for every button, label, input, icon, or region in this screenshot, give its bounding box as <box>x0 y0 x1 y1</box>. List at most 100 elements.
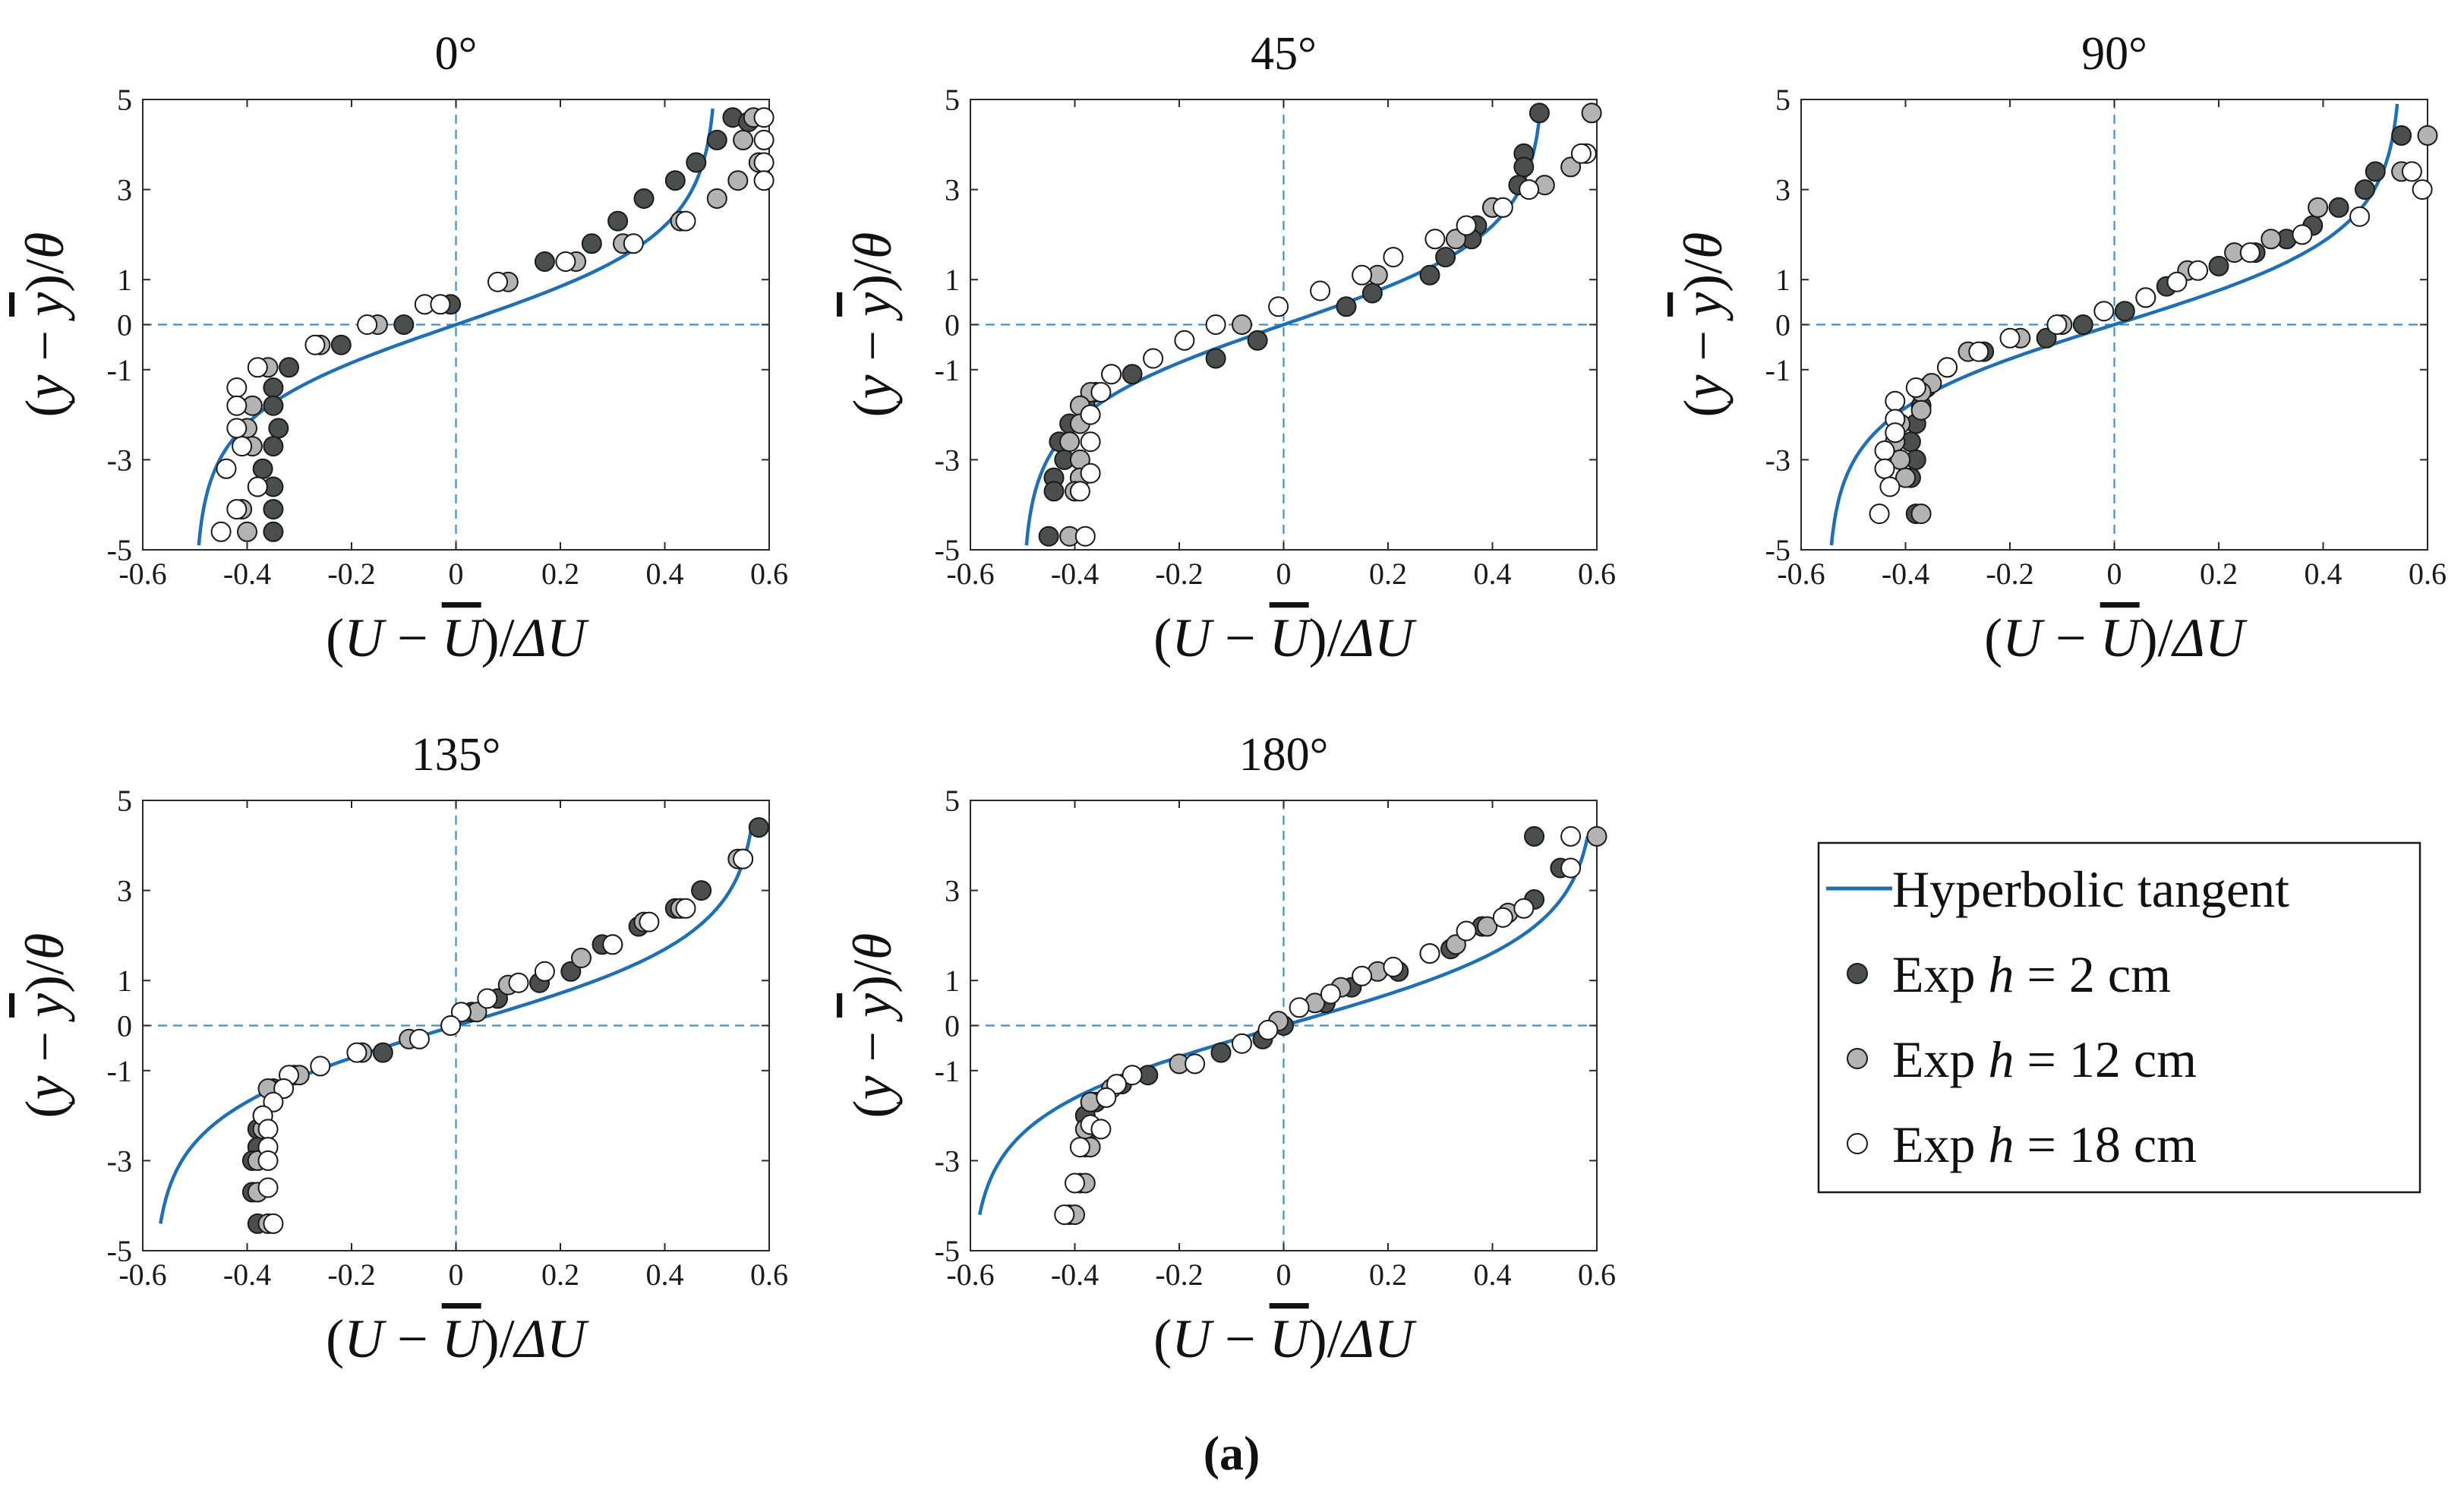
x-tick-label: -0.4 <box>1051 1258 1099 1292</box>
x-axis-label-part: ( <box>1153 1308 1172 1369</box>
y-tick-label: 0 <box>945 1009 960 1043</box>
x-axis-label-part: ΔU <box>1340 608 1417 668</box>
x-axis-label-part: − <box>1211 1308 1270 1369</box>
x-tick-label: 0.6 <box>2409 557 2447 591</box>
y-axis-label-part: )/ <box>842 259 903 292</box>
data-point <box>560 961 582 982</box>
data-point <box>330 334 352 355</box>
data-point <box>226 418 248 439</box>
data-point <box>1519 179 1540 200</box>
legend-label: Exp h = 2 cm <box>1892 945 2171 1003</box>
data-point <box>2208 255 2229 276</box>
x-tick-label: 0.6 <box>1578 1258 1616 1292</box>
legend-label-suffix: = 2 cm <box>2014 945 2171 1003</box>
data-point <box>237 521 257 542</box>
x-axis-label-part: − <box>2042 608 2100 668</box>
data-point <box>2239 242 2261 264</box>
data-point <box>1054 1204 1075 1226</box>
legend-label-suffix: = 18 cm <box>2014 1116 2197 1173</box>
y-axis-label-part: − <box>842 1018 903 1076</box>
data-point <box>753 170 775 191</box>
x-axis-label-part: ΔU <box>2171 608 2248 668</box>
data-point <box>1080 431 1101 453</box>
y-tick-label: 5 <box>945 784 960 818</box>
data-point <box>1968 341 1989 362</box>
y-tick-label: -1 <box>107 1054 132 1088</box>
y-axis-label-part: θ <box>14 933 75 960</box>
x-tick-label: 0.2 <box>541 1258 579 1292</box>
data-point <box>372 1042 393 1063</box>
data-point <box>1090 1119 1112 1140</box>
y-axis-label-part: θ <box>842 232 903 259</box>
y-axis-label-part: )/ <box>842 960 903 993</box>
x-tick-label: -0.2 <box>327 1258 375 1292</box>
data-point <box>2417 125 2438 146</box>
x-axis-label-part: U <box>1270 608 1312 668</box>
data-point <box>263 499 284 520</box>
data-point <box>263 521 284 542</box>
data-point <box>1247 330 1268 351</box>
y-axis-label-part: )/ <box>14 960 75 993</box>
x-tick-label: 0.6 <box>750 1258 788 1292</box>
y-axis-label: (y − y)/θ <box>14 232 75 418</box>
data-point <box>2412 179 2433 200</box>
data-point <box>1874 458 1895 479</box>
data-point <box>1445 229 1466 250</box>
data-point <box>602 934 623 955</box>
x-axis-label-part: U <box>344 1308 386 1369</box>
chart-panel: 45° -0.6 -0.4 -0.2 0 0.2 0.4 0.6 -5 -3 -1 0 1 3 5 (U − … <box>842 28 1616 668</box>
data-point <box>450 1002 472 1023</box>
data-point <box>534 251 555 272</box>
y-tick-label: 1 <box>945 964 960 998</box>
y-axis-label-part: θ <box>842 933 903 960</box>
y-tick-label: 0 <box>117 308 132 342</box>
y-axis-label-part: )/ <box>1673 259 1734 292</box>
data-point <box>1174 330 1195 351</box>
data-point <box>1210 1042 1232 1063</box>
data-point <box>623 233 644 254</box>
x-axis-label-part: U <box>2002 608 2045 668</box>
data-point <box>675 898 696 919</box>
x-axis-label-part: )/ <box>481 608 515 668</box>
x-axis-label-part: − <box>383 608 442 668</box>
data-point <box>1581 103 1602 124</box>
data-point <box>257 1119 279 1140</box>
data-point <box>304 334 326 355</box>
y-axis-label-part: y <box>1673 292 1734 322</box>
data-point <box>1513 898 1535 919</box>
data-point <box>1038 525 1059 547</box>
x-tick-label: 0.4 <box>646 557 684 591</box>
legend-label-prefix: Exp <box>1892 1030 1989 1088</box>
legend-label-suffix: = 12 cm <box>2014 1030 2197 1088</box>
x-tick-label: 0 <box>449 557 464 591</box>
y-tick-label: 1 <box>117 964 132 998</box>
y-tick-label: -3 <box>107 443 132 477</box>
data-point <box>487 271 508 292</box>
data-point <box>1570 143 1592 164</box>
y-tick-label: 5 <box>1775 83 1790 117</box>
y-tick-label: -5 <box>107 1234 132 1268</box>
x-axis-label-part: ( <box>1984 608 2002 668</box>
data-point <box>727 170 749 191</box>
data-point <box>409 1028 430 1049</box>
legend-label-var: h <box>1989 945 2014 1003</box>
x-axis-label-part: ΔU <box>1340 1308 1417 1369</box>
data-point <box>226 395 248 416</box>
y-axis-label-part: y <box>842 374 903 404</box>
y-tick-label: 3 <box>117 874 132 908</box>
data-point <box>1043 481 1065 502</box>
y-tick-label: -3 <box>1765 443 1790 477</box>
data-point <box>1424 229 1446 250</box>
data-point <box>2135 287 2156 308</box>
y-axis-label-part: y <box>842 993 903 1023</box>
data-point <box>1383 956 1404 977</box>
data-point <box>1885 390 1906 412</box>
series-markers <box>252 107 759 542</box>
y-tick-label: 5 <box>117 784 132 818</box>
data-point <box>1310 280 1331 301</box>
x-tick-label: -0.6 <box>946 1258 994 1292</box>
data-point <box>1096 1087 1117 1108</box>
y-axis-label-part: ( <box>14 1100 75 1118</box>
